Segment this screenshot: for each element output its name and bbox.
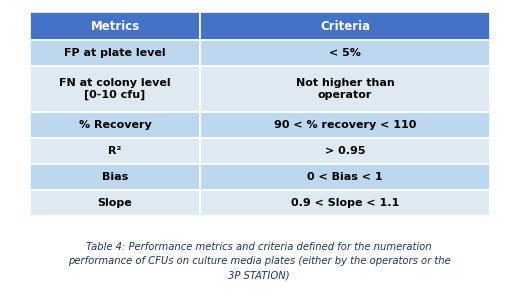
Text: FN at colony level
[0-10 cfu]: FN at colony level [0-10 cfu] xyxy=(59,78,171,100)
Bar xyxy=(200,112,490,138)
Text: 0.9 < Slope < 1.1: 0.9 < Slope < 1.1 xyxy=(291,198,399,208)
Text: Metrics: Metrics xyxy=(91,19,140,33)
Text: Table 4: Performance metrics and criteria defined for the numeration
performance: Table 4: Performance metrics and criteri… xyxy=(68,242,450,280)
Bar xyxy=(30,138,200,164)
Text: 0 < Bias < 1: 0 < Bias < 1 xyxy=(307,172,383,182)
Text: < 5%: < 5% xyxy=(329,48,361,58)
Text: R²: R² xyxy=(108,146,122,156)
Bar xyxy=(30,190,200,216)
Text: FP at plate level: FP at plate level xyxy=(64,48,166,58)
Bar xyxy=(30,12,200,40)
Bar xyxy=(30,164,200,190)
Bar xyxy=(200,66,490,112)
Text: 90 < % recovery < 110: 90 < % recovery < 110 xyxy=(274,120,416,130)
Bar xyxy=(200,138,490,164)
Bar xyxy=(30,112,200,138)
Bar xyxy=(200,190,490,216)
Text: > 0.95: > 0.95 xyxy=(325,146,365,156)
Bar xyxy=(200,164,490,190)
Bar xyxy=(200,12,490,40)
Text: % Recovery: % Recovery xyxy=(79,120,151,130)
Text: Not higher than
operator: Not higher than operator xyxy=(296,78,395,100)
Bar xyxy=(30,40,200,66)
Text: Bias: Bias xyxy=(102,172,128,182)
Bar xyxy=(30,66,200,112)
Text: Slope: Slope xyxy=(98,198,133,208)
Text: Criteria: Criteria xyxy=(320,19,370,33)
Bar xyxy=(200,40,490,66)
